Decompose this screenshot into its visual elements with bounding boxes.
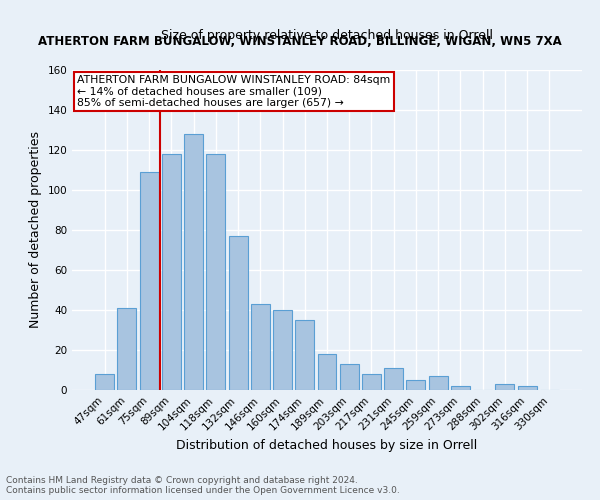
- Bar: [518, 386, 536, 390]
- Bar: [429, 376, 448, 390]
- Text: Contains HM Land Registry data © Crown copyright and database right 2024.
Contai: Contains HM Land Registry data © Crown c…: [6, 476, 400, 495]
- Bar: [317, 354, 337, 390]
- Bar: [496, 384, 514, 390]
- Bar: [295, 320, 314, 390]
- Bar: [406, 380, 425, 390]
- Bar: [206, 154, 225, 390]
- Bar: [184, 134, 203, 390]
- Bar: [273, 310, 292, 390]
- Bar: [384, 368, 403, 390]
- Bar: [162, 154, 181, 390]
- Bar: [340, 364, 359, 390]
- Bar: [229, 236, 248, 390]
- Bar: [95, 374, 114, 390]
- X-axis label: Distribution of detached houses by size in Orrell: Distribution of detached houses by size …: [176, 438, 478, 452]
- Bar: [251, 304, 270, 390]
- Bar: [140, 172, 158, 390]
- Bar: [451, 386, 470, 390]
- Title: Size of property relative to detached houses in Orrell: Size of property relative to detached ho…: [161, 30, 493, 43]
- Bar: [362, 374, 381, 390]
- Text: ATHERTON FARM BUNGALOW WINSTANLEY ROAD: 84sqm
← 14% of detached houses are small: ATHERTON FARM BUNGALOW WINSTANLEY ROAD: …: [77, 75, 391, 108]
- Text: ATHERTON FARM BUNGALOW, WINSTANLEY ROAD, BILLINGE, WIGAN, WN5 7XA: ATHERTON FARM BUNGALOW, WINSTANLEY ROAD,…: [38, 35, 562, 48]
- Y-axis label: Number of detached properties: Number of detached properties: [29, 132, 42, 328]
- Bar: [118, 308, 136, 390]
